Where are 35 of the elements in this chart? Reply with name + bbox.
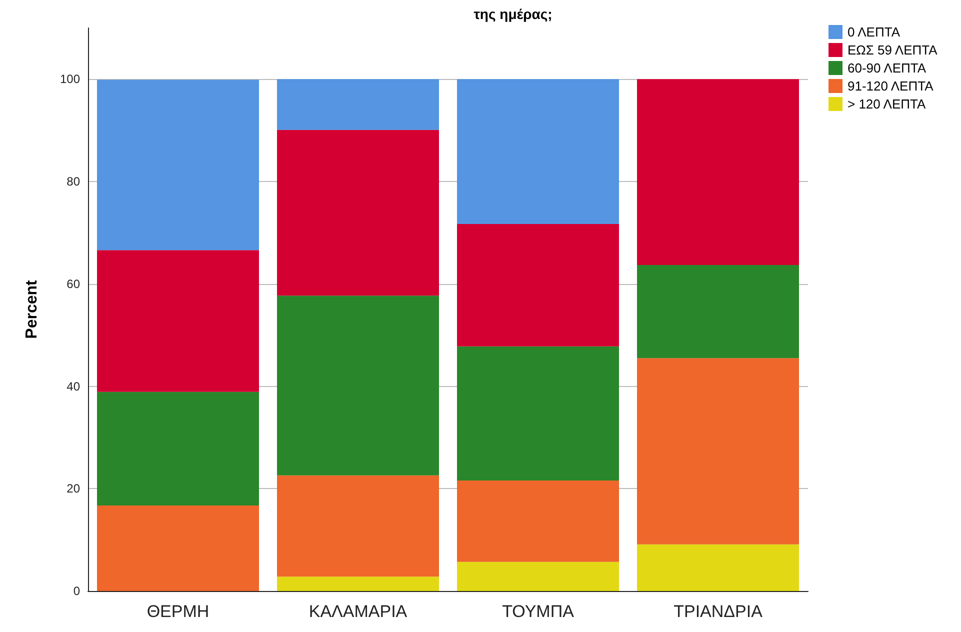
bar xyxy=(637,79,799,265)
legend-label: 0 ΛΕΠΤΑ xyxy=(848,24,900,40)
bar xyxy=(637,544,799,591)
bar xyxy=(97,506,259,591)
bar xyxy=(457,79,619,224)
bar xyxy=(277,296,439,476)
bar xyxy=(637,264,799,358)
x-tick-label: ΚΑΛΑΜΑΡΙΑ xyxy=(308,602,408,621)
y-tick-label: 0 xyxy=(73,584,80,598)
bar xyxy=(277,576,439,591)
y-tick-label: 40 xyxy=(66,379,80,394)
bar xyxy=(457,562,619,591)
bar xyxy=(97,80,259,250)
chart-title: της ημέρας; xyxy=(474,6,552,22)
bar xyxy=(637,358,799,544)
legend-label: 60-90 ΛΕΠΤΑ xyxy=(848,60,926,76)
bar xyxy=(277,475,439,577)
bar xyxy=(457,346,619,480)
x-tick-label: ΤΟΥΜΠΑ xyxy=(502,602,575,621)
bar xyxy=(457,480,619,562)
bar xyxy=(97,392,259,506)
x-tick-label: ΘΕΡΜΗ xyxy=(146,602,210,621)
y-tick-label: 100 xyxy=(60,72,80,86)
bar xyxy=(277,79,439,130)
legend-label: 91-120 ΛΕΠΤΑ xyxy=(848,78,934,94)
legend-label: ΕΩΣ 59 ΛΕΠΤΑ xyxy=(848,42,938,58)
y-tick-label: 60 xyxy=(66,276,80,291)
legend-label: > 120 ΛΕΠΤΑ xyxy=(848,96,926,112)
y-tick-label: 80 xyxy=(66,174,80,189)
y-axis-title: Percent xyxy=(24,279,40,339)
bar xyxy=(97,250,259,392)
x-tick-label: ΤΡΙΑΝΔΡΙΑ xyxy=(674,602,764,621)
bar xyxy=(457,224,619,346)
bar xyxy=(277,130,439,296)
y-tick-label: 20 xyxy=(66,482,80,496)
